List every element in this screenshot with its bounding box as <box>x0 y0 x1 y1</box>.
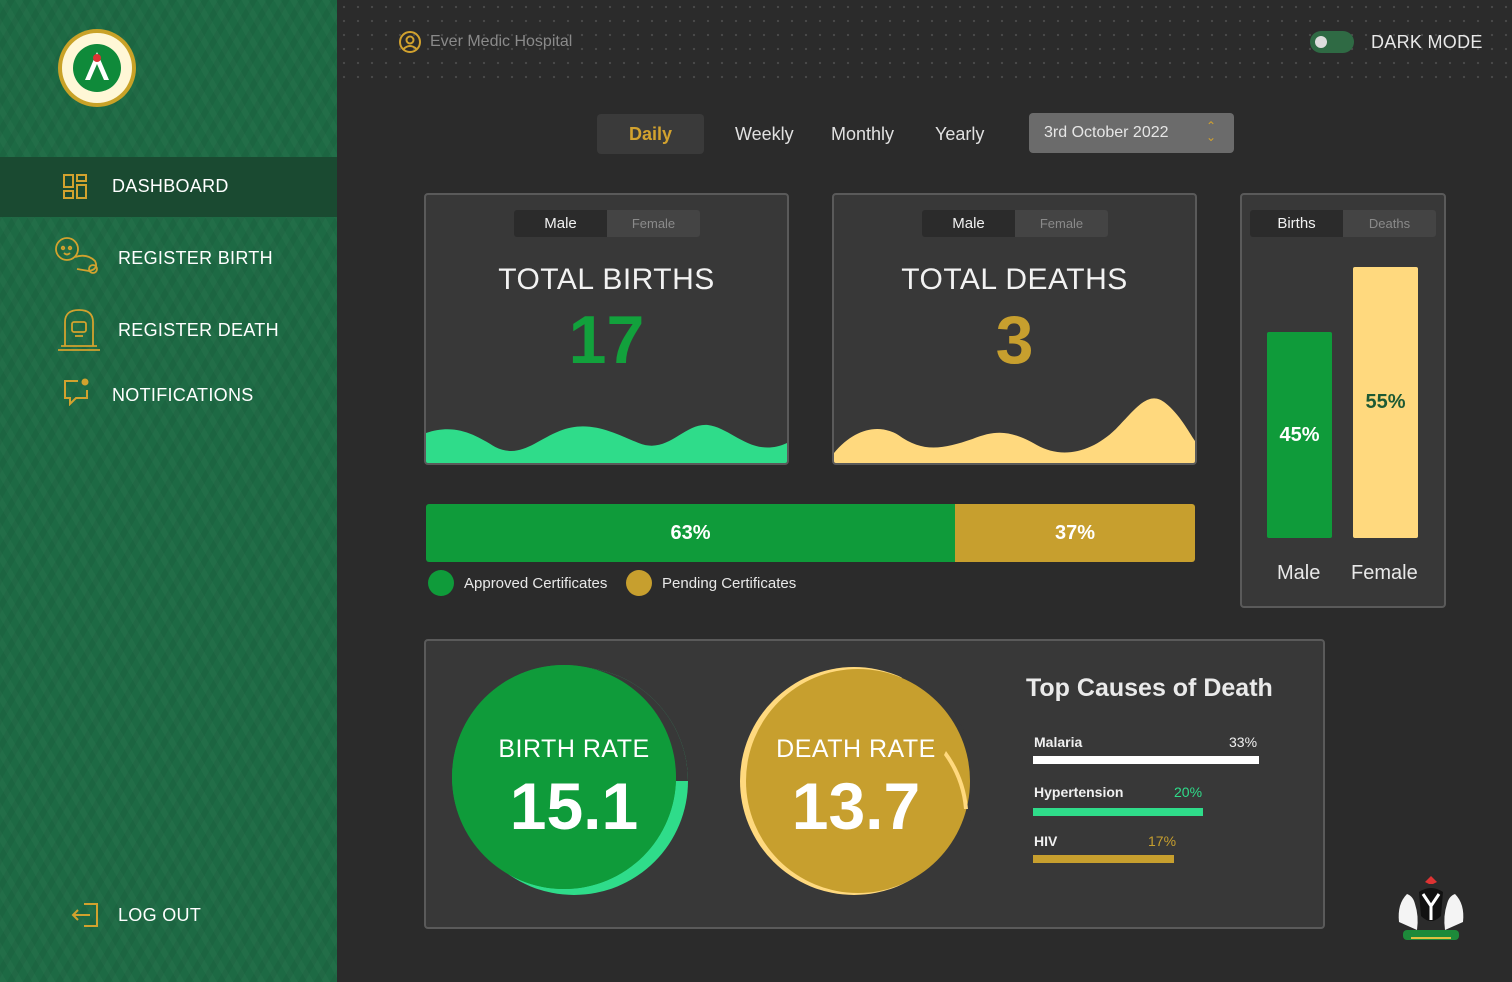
user-circle-icon <box>399 31 421 53</box>
toggle-births[interactable]: Births <box>1250 210 1343 237</box>
certificates-progress-bar: 63% 37% <box>426 504 1195 562</box>
toggle-female[interactable]: Female <box>1015 210 1108 237</box>
dashboard-grid-icon <box>63 174 87 199</box>
sidebar-item-label: REGISTER BIRTH <box>118 248 273 268</box>
birth-rate-value: 15.1 <box>509 769 639 843</box>
logout-button[interactable]: LOG OUT <box>0 890 337 940</box>
approved-segment: 63% <box>426 504 955 562</box>
birth-rate-title: BIRTH RATE <box>498 735 650 763</box>
logout-label: LOG OUT <box>118 905 202 925</box>
tab-daily[interactable]: Daily <box>597 114 704 154</box>
deaths-wave <box>834 398 1195 463</box>
cause-name-malaria: Malaria <box>1034 734 1083 750</box>
births-deaths-toggle: Births Deaths <box>1250 210 1436 237</box>
total-deaths-value: 3 <box>995 302 1034 378</box>
toggle-knob <box>1315 36 1327 48</box>
female-bar: 55% <box>1353 267 1418 538</box>
sidebar-item-label: REGISTER DEATH <box>118 320 279 340</box>
sidebar-item-register-birth[interactable]: REGISTER BIRTH <box>0 230 337 284</box>
total-births-card: Male Female TOTAL BIRTHS 17 <box>424 193 789 465</box>
dark-mode-toggle[interactable] <box>1310 31 1354 53</box>
legend-pending: Pending Certificates <box>626 570 796 596</box>
sidebar-item-label: DASHBOARD <box>112 176 229 196</box>
sidebar-item-notifications[interactable]: NOTIFICATIONS <box>0 368 337 420</box>
death-rate-title: DEATH RATE <box>776 735 936 763</box>
total-deaths-card: Male Female TOTAL DEATHS 3 <box>832 193 1197 465</box>
chevron-up-down-icon: ⌃ ⌄ <box>1205 119 1216 144</box>
total-births-title: TOTAL BIRTHS <box>498 263 715 296</box>
sidebar-item-register-death[interactable]: REGISTER DEATH <box>0 302 337 356</box>
toggle-male[interactable]: Male <box>514 210 607 237</box>
deaths-gender-toggle: Male Female <box>922 210 1108 237</box>
logout-icon <box>71 903 98 927</box>
cause-name-hypertension: Hypertension <box>1034 784 1124 800</box>
sidebar-item-label: NOTIFICATIONS <box>112 385 254 405</box>
female-bar-label: Female <box>1351 562 1418 584</box>
tab-yearly[interactable]: Yearly <box>935 124 985 144</box>
pending-legend-label: Pending Certificates <box>662 574 797 592</box>
toggle-deaths[interactable]: Deaths <box>1343 210 1436 237</box>
cause-name-hiv: HIV <box>1034 833 1058 849</box>
causes-title: Top Causes of Death <box>1026 674 1273 702</box>
death-rate-ring <box>740 667 976 895</box>
chat-notification-icon <box>64 378 89 406</box>
sidebar: DASHBOARD REGISTER BIRTH REGISTER DEATH <box>0 0 337 982</box>
tab-monthly[interactable]: Monthly <box>831 124 895 144</box>
dark-mode-label: DARK MODE <box>1371 32 1483 52</box>
pending-dot <box>626 570 652 596</box>
cause-bar-hiv <box>1033 855 1174 863</box>
total-deaths-title: TOTAL DEATHS <box>901 263 1128 296</box>
cause-bar-hypertension <box>1033 808 1203 816</box>
legend-approved: Approved Certificates <box>428 570 607 596</box>
approved-dot <box>428 570 454 596</box>
birth-rate-ring <box>452 665 688 895</box>
hospital-name: Ever Medic Hospital <box>398 30 572 54</box>
approved-legend-label: Approved Certificates <box>464 574 608 592</box>
tab-weekly[interactable]: Weekly <box>735 124 794 144</box>
cause-pct-malaria: 33% <box>1229 734 1258 750</box>
baby-icon <box>55 237 98 274</box>
coat-of-arms-icon <box>1398 876 1464 940</box>
tombstone-icon <box>58 309 100 351</box>
total-births-value: 17 <box>568 302 645 378</box>
births-wave <box>426 424 787 463</box>
pending-segment: 37% <box>955 504 1195 562</box>
male-bar: 45% <box>1267 332 1332 538</box>
births-gender-toggle: Male Female <box>514 210 700 237</box>
death-rate-value: 13.7 <box>791 769 921 843</box>
cause-pct-hypertension: 20% <box>1174 784 1203 800</box>
selected-date: 3rd October 2022 <box>1044 124 1169 141</box>
toggle-female[interactable]: Female <box>607 210 700 237</box>
hospital-name-text: Ever Medic Hospital <box>430 33 573 50</box>
date-select[interactable]: 3rd October 2022 ⌃ ⌄ <box>1029 113 1234 153</box>
npc-logo <box>58 29 136 107</box>
toggle-male[interactable]: Male <box>922 210 1015 237</box>
male-bar-label: Male <box>1277 562 1321 584</box>
cause-pct-hiv: 17% <box>1148 833 1177 849</box>
cause-bar-malaria <box>1033 756 1259 764</box>
sidebar-item-dashboard[interactable]: DASHBOARD <box>0 157 337 217</box>
